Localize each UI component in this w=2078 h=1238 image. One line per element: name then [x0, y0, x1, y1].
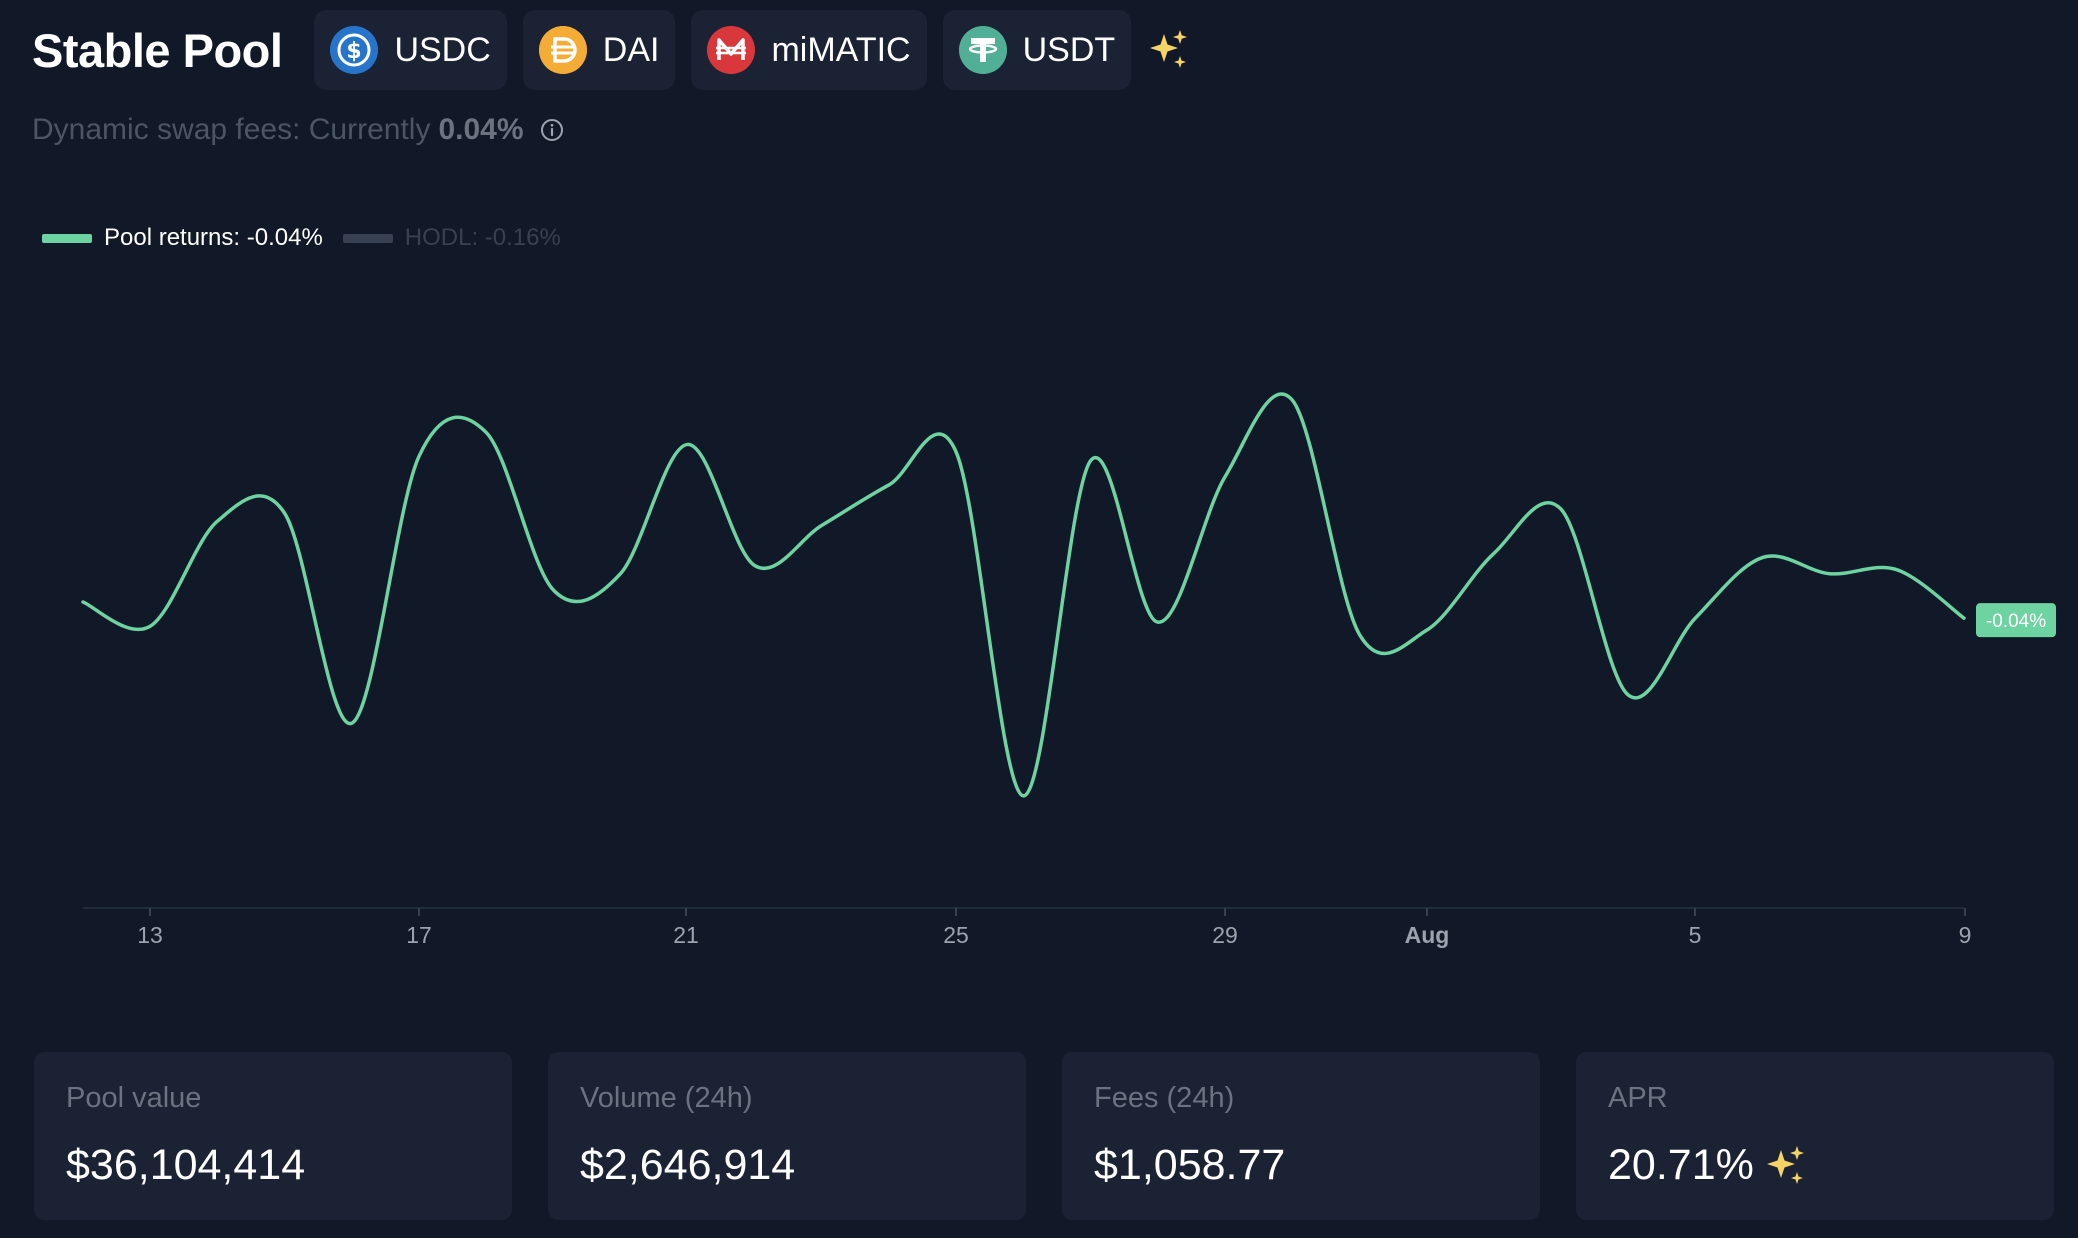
x-tick-label: 29 [1212, 922, 1238, 948]
stat-value-pool-value: $36,104,414 [66, 1141, 480, 1190]
token-label-usdc: USDC [394, 30, 491, 69]
pool-returns-line [81, 392, 1966, 798]
pool-title: Stable Pool [32, 23, 283, 77]
pool-header: Stable Pool $ USDC DAI [32, 10, 1191, 90]
stat-label-apr: APR [1608, 1082, 1668, 1114]
stat-label-volume: Volume (24h) [580, 1082, 753, 1114]
chart-series [81, 392, 1966, 798]
usdc-icon: $ [330, 26, 379, 74]
stat-value-fees: $1,058.77 [1094, 1141, 1508, 1190]
dai-icon [538, 26, 587, 74]
token-label-dai: DAI [602, 30, 660, 69]
stat-value-volume: $2,646,914 [580, 1141, 994, 1190]
legend-item-hodl[interactable]: HODL: -0.16% [342, 224, 561, 252]
x-tick-label: 5 [1689, 922, 1702, 948]
token-chip-usdt[interactable]: USDT [942, 10, 1132, 90]
token-label-usdt: USDT [1022, 30, 1116, 69]
stat-card-volume: Volume (24h) $2,646,914 [548, 1052, 1026, 1220]
end-value-badge [1976, 603, 2056, 638]
x-tick-label: 13 [137, 922, 163, 948]
stat-value-volume-text: $2,646,914 [580, 1141, 796, 1189]
token-chip-dai[interactable]: DAI [522, 10, 676, 90]
info-icon[interactable] [540, 118, 564, 142]
legend-item-pool-returns[interactable]: Pool returns: -0.04% [42, 224, 323, 252]
usdt-icon [958, 26, 1007, 74]
fee-text: Dynamic swap fees: Currently [32, 113, 431, 146]
x-axis-ticks: 13 17 21 25 29 Aug 5 9 [137, 908, 1971, 948]
legend-swatch-hodl [342, 233, 393, 243]
apr-sparkle-icon[interactable] [1764, 1144, 1808, 1188]
stat-label-pool-value: Pool value [66, 1082, 202, 1114]
legend-swatch-pool-returns [42, 233, 92, 243]
token-chip-usdc[interactable]: $ USDC [314, 10, 507, 90]
stat-value-apr: 20.71% [1608, 1141, 2022, 1190]
stat-value-fees-text: $1,058.77 [1094, 1141, 1286, 1189]
end-value-label: -0.04% [1976, 603, 2056, 638]
stat-value-pool-value-text: $36,104,414 [66, 1141, 306, 1189]
end-value-text: -0.04% [1986, 611, 2046, 632]
fee-value: 0.04% [438, 113, 524, 146]
legend-label-hodl: HODL: -0.16% [404, 224, 561, 251]
x-tick-label: Aug [1405, 922, 1450, 948]
x-tick-label: 21 [673, 922, 699, 948]
returns-chart: 13 17 21 25 29 Aug 5 9 -0.04% [81, 392, 2056, 948]
x-tick-label: 9 [1959, 922, 1972, 948]
token-label-mimatic: miMATIC [771, 30, 911, 69]
stat-card-fees: Fees (24h) $1,058.77 [1062, 1052, 1540, 1220]
chart-legend: Pool returns: -0.04% HODL: -0.16% [42, 224, 581, 252]
svg-text:$: $ [347, 39, 362, 64]
stat-value-apr-text: 20.71% [1608, 1141, 1754, 1189]
stat-card-apr: APR 20.71% [1576, 1052, 2054, 1220]
token-chip-mimatic[interactable]: miMATIC [691, 10, 927, 90]
mimatic-icon [707, 26, 756, 74]
legend-label-pool-returns: Pool returns: -0.04% [104, 224, 323, 251]
dynamic-fee-info: Dynamic swap fees: Currently 0.04% [32, 110, 564, 150]
x-tick-label: 17 [406, 922, 432, 948]
stat-card-pool-value: Pool value $36,104,414 [34, 1052, 512, 1220]
x-tick-label: 25 [943, 922, 969, 948]
sparkle-icon [1150, 30, 1188, 68]
stat-label-fees: Fees (24h) [1094, 1082, 1235, 1114]
